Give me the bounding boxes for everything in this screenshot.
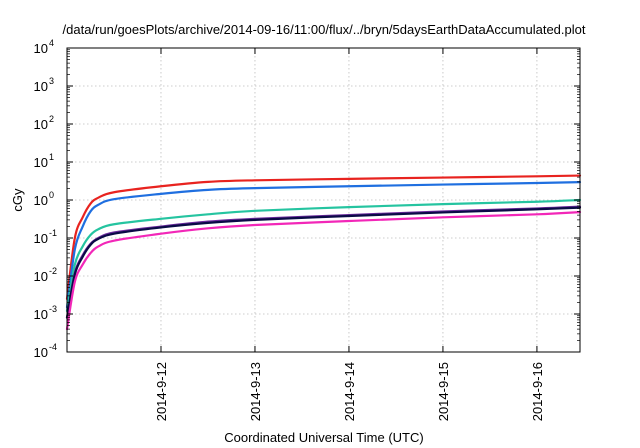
y-tick-exponent: 1 xyxy=(49,152,54,162)
series-line xyxy=(65,174,582,300)
y-axis-title: cGy xyxy=(10,188,25,212)
y-tick-label: 10 xyxy=(34,307,48,322)
y-tick-exponent: 3 xyxy=(49,76,54,86)
y-tick-label: 10 xyxy=(34,155,48,170)
x-tick-label: 2014-9-13 xyxy=(248,362,263,421)
series-line xyxy=(65,205,582,319)
y-tick-exponent: 4 xyxy=(49,38,54,48)
y-tick-label: 10 xyxy=(34,193,48,208)
x-tick-label: 2014-9-16 xyxy=(530,362,545,421)
x-axis-title: Coordinated Universal Time (UTC) xyxy=(224,430,423,445)
chart-title: /data/run/goesPlots/archive/2014-09-16/1… xyxy=(63,22,586,37)
series-line xyxy=(65,181,582,309)
series-line xyxy=(65,206,582,319)
y-tick-label: 10 xyxy=(34,345,48,360)
x-tick-label: 2014-9-12 xyxy=(154,362,169,421)
series-group xyxy=(65,174,582,331)
y-tick-label: 10 xyxy=(34,231,48,246)
y-tick-label: 10 xyxy=(34,117,48,132)
y-tick-exponent: 2 xyxy=(49,114,54,124)
y-tick-label: 10 xyxy=(34,269,48,284)
y-tick-exponent: 0 xyxy=(49,190,54,200)
y-tick-exponent: -1 xyxy=(49,228,57,238)
y-tick-exponent: -2 xyxy=(49,266,57,276)
series-line xyxy=(65,211,582,331)
series-line xyxy=(65,198,582,313)
y-tick-exponent: -3 xyxy=(49,304,57,314)
y-tick-label: 10 xyxy=(34,79,48,94)
x-tick-label: 2014-9-14 xyxy=(342,362,357,421)
x-tick-label: 2014-9-15 xyxy=(436,362,451,421)
y-tick-label: 10 xyxy=(34,41,48,56)
grid xyxy=(67,48,580,352)
y-tick-exponent: -4 xyxy=(49,342,57,352)
